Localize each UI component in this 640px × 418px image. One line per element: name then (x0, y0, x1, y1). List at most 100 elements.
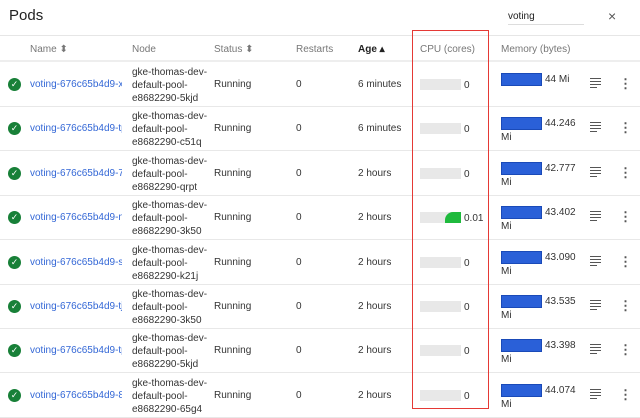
memory-value: 42.777 (545, 162, 576, 174)
logs-icon[interactable] (590, 255, 601, 268)
memory-bar (501, 206, 542, 220)
cpu-bar-fill (444, 212, 461, 224)
restarts-value: 0 (296, 389, 302, 401)
memory-unit: Mi (501, 265, 512, 277)
check-circle-icon: ✓ (8, 344, 21, 358)
pod-name-link[interactable]: voting-676c65b4d9-8fl (30, 389, 122, 401)
logs-icon[interactable] (590, 211, 601, 223)
memory-unit: Mi (501, 221, 512, 233)
search-input[interactable] (508, 9, 584, 25)
status-text: Running (214, 123, 252, 135)
memory-unit: Mi (501, 132, 512, 144)
status-text: Running (214, 212, 252, 224)
memory-unit: Mi (501, 354, 512, 366)
node-name: gke-thomas-dev-default-pool-e8682290-c51… (132, 111, 208, 149)
status-text: Running (214, 389, 252, 401)
memory-value: 44 Mi (545, 74, 570, 85)
cpu-value: 0 (464, 302, 470, 313)
column-header-name[interactable]: Name ⬍ (30, 44, 68, 55)
restarts-value: 0 (296, 212, 302, 224)
pod-name-link[interactable]: voting-676c65b4d9-72 (30, 167, 122, 179)
restarts-value: 0 (296, 256, 302, 268)
logs-icon[interactable] (590, 388, 601, 401)
more-vert-icon[interactable]: ⋮ (619, 120, 632, 136)
restarts-value: 0 (296, 345, 302, 357)
memory-value: 43.398 (545, 340, 576, 352)
column-header-memory: Memory (bytes) (501, 44, 571, 55)
column-header-age[interactable]: Age ▴ (358, 44, 385, 55)
age-value: 2 hours (358, 167, 392, 179)
restarts-value: 0 (296, 123, 302, 135)
more-vert-icon[interactable]: ⋮ (619, 253, 632, 269)
memory-value: 43.535 (545, 296, 576, 307)
column-header-status[interactable]: Status ⬍ (214, 44, 254, 55)
divider (0, 35, 640, 36)
table-row: ✓ voting-676c65b4d9-tj6 gke-thomas-dev-d… (0, 285, 640, 329)
age-value: 2 hours (358, 256, 392, 268)
cpu-bar (420, 212, 461, 224)
table-row: ✓ voting-676c65b4d9-xs- gke-thomas-dev-d… (0, 63, 640, 107)
memory-bar (501, 117, 542, 131)
check-circle-icon: ✓ (8, 255, 21, 269)
logs-icon[interactable] (590, 300, 601, 312)
logs-icon[interactable] (590, 344, 601, 356)
pod-name-link[interactable]: voting-676c65b4d9-xs- (30, 79, 122, 90)
memory-unit: Mi (501, 176, 512, 188)
pod-name-link[interactable]: voting-676c65b4d9-tpr (30, 123, 122, 135)
logs-icon[interactable] (590, 166, 601, 179)
node-name: gke-thomas-dev-default-pool-e8682290-5kj… (132, 67, 208, 104)
memory-bar (501, 73, 542, 86)
more-vert-icon[interactable]: ⋮ (619, 164, 632, 180)
status-text: Running (214, 345, 252, 357)
status-text: Running (214, 301, 252, 312)
memory-bar (501, 250, 542, 264)
column-header-cpu: CPU (cores) (420, 44, 476, 55)
memory-value: 43.090 (545, 251, 576, 263)
cpu-value: 0 (464, 124, 470, 136)
check-circle-icon: ✓ (8, 388, 21, 402)
node-name: gke-thomas-dev-default-pool-e8682290-3k5… (132, 289, 208, 326)
memory-bar (501, 383, 542, 397)
cpu-bar (420, 79, 461, 90)
check-circle-icon: ✓ (8, 211, 21, 225)
cpu-value: 0 (464, 257, 470, 269)
cpu-bar (420, 256, 461, 268)
cpu-bar (420, 167, 461, 179)
memory-unit: Mi (501, 310, 512, 321)
memory-value: 44.074 (545, 384, 576, 396)
more-vert-icon[interactable]: ⋮ (619, 76, 632, 91)
check-circle-icon: ✓ (8, 166, 21, 180)
pod-name-link[interactable]: voting-676c65b4d9-tj6 (30, 301, 122, 312)
logs-icon[interactable] (590, 122, 601, 134)
age-value: 6 minutes (358, 79, 402, 90)
table-row: ✓ voting-676c65b4d9-72 gke-thomas-dev-de… (0, 152, 640, 196)
pod-name-link[interactable]: voting-676c65b4d9-tpj (30, 345, 122, 357)
memory-value: 44.246 (545, 118, 576, 130)
status-text: Running (214, 79, 252, 90)
close-icon[interactable]: × (608, 8, 617, 24)
age-value: 6 minutes (358, 123, 402, 135)
memory-unit: Mi (501, 398, 512, 410)
table-row: ✓ voting-676c65b4d9-8fl gke-thomas-dev-d… (0, 374, 640, 418)
page-title: Pods (9, 7, 44, 24)
table-row: ✓ voting-676c65b4d9-tpr gke-thomas-dev-d… (0, 107, 640, 152)
check-circle-icon: ✓ (8, 78, 21, 91)
more-vert-icon[interactable]: ⋮ (619, 386, 632, 402)
pod-name-link[interactable]: voting-676c65b4d9-nv (30, 212, 122, 224)
table-header: Name ⬍ Node Status ⬍ Restarts Age ▴ CPU … (0, 36, 640, 62)
table-row: ✓ voting-676c65b4d9-tpj gke-thomas-dev-d… (0, 329, 640, 374)
logs-icon[interactable] (590, 78, 601, 90)
pod-name-link[interactable]: voting-676c65b4d9-srl (30, 256, 122, 268)
status-text: Running (214, 256, 252, 268)
more-vert-icon[interactable]: ⋮ (619, 342, 632, 358)
more-vert-icon[interactable]: ⋮ (619, 209, 632, 225)
cpu-value: 0 (464, 390, 470, 402)
memory-bar (501, 161, 542, 175)
cpu-value: 0 (464, 80, 470, 91)
check-circle-icon: ✓ (8, 300, 21, 313)
table-row: ✓ voting-676c65b4d9-nv gke-thomas-dev-de… (0, 196, 640, 241)
restarts-value: 0 (296, 79, 302, 90)
check-circle-icon: ✓ (8, 122, 21, 136)
node-name: gke-thomas-dev-default-pool-e8682290-qrp… (132, 155, 208, 193)
more-vert-icon[interactable]: ⋮ (619, 298, 632, 313)
